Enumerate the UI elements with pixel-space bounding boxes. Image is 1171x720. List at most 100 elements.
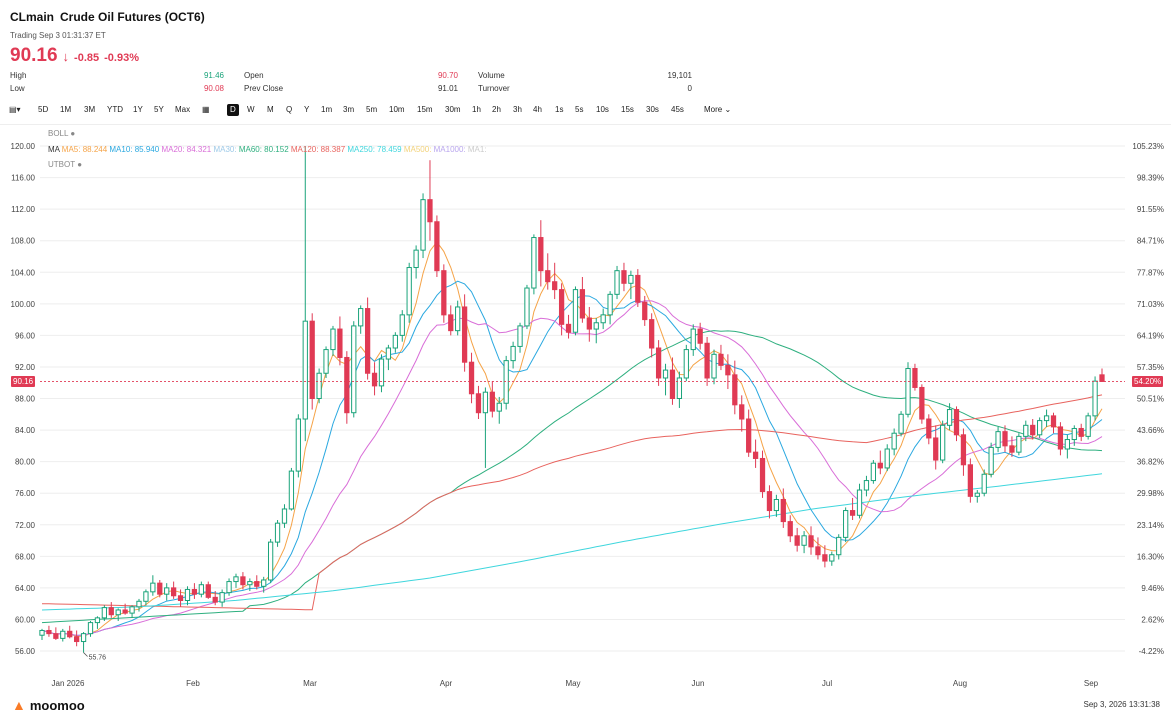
ma-legend-item-0[interactable]: MA5: 88.244 (61, 145, 110, 154)
ma-legend-item-7[interactable]: MA500: (403, 145, 434, 154)
ma-legend-item-1[interactable]: MA10: 85.940 (109, 145, 162, 154)
ma-legend-item-8[interactable]: MA1000: (433, 145, 468, 154)
period-30s[interactable]: 30s (646, 105, 659, 114)
ma-legend-item-9[interactable]: MA1: (467, 145, 487, 154)
period-15s[interactable]: 15s (621, 105, 634, 114)
series-line-ma10 (41, 280, 1103, 636)
y-tick-label-11: 76.00 (15, 489, 36, 498)
ma-legend-item-4[interactable]: MA60: 80.152 (238, 145, 291, 154)
range-1y[interactable]: 1Y (133, 105, 143, 114)
candle-body (752, 451, 759, 459)
period-30m[interactable]: 30m (445, 105, 461, 114)
candle-body (358, 308, 364, 327)
x-tick-label-8: Sep (1084, 679, 1099, 688)
symbol-code: CLmain (10, 10, 55, 24)
ma-legend-item-5[interactable]: MA120: 88.387 (290, 145, 348, 154)
period-5m[interactable]: 5m (366, 105, 378, 114)
boll-indicator[interactable]: BOLL ● (48, 129, 75, 138)
period-1h[interactable]: 1h (472, 105, 481, 114)
candle-body (191, 588, 198, 595)
eye-off-icon[interactable]: ● (70, 129, 76, 138)
range-1m[interactable]: 1M (60, 105, 72, 114)
range-5d[interactable]: 5D (38, 105, 49, 114)
series-line-ma60 (41, 330, 1103, 624)
candle-body (649, 319, 655, 349)
y-tick-label-8: 88.00 (15, 395, 36, 404)
ma-legend[interactable]: MA MA5: 88.244 MA10: 85.940 MA20: 84.321… (48, 145, 487, 154)
candle-body (538, 237, 544, 272)
period-2h[interactable]: 2h (492, 105, 501, 114)
chevron-down-icon: ⌄ (724, 105, 732, 114)
utbot-label: UTBOT (48, 160, 75, 169)
candle-body (1037, 420, 1043, 436)
candle-body (39, 629, 45, 636)
trading-status: Trading Sep 3 01:31:37 ET (10, 31, 106, 40)
period-w[interactable]: W (247, 105, 255, 114)
more-label: More (704, 105, 723, 114)
period-5s[interactable]: 5s (575, 105, 584, 114)
candle-body (621, 270, 627, 284)
candle-body (67, 630, 73, 638)
candle-body (94, 617, 101, 624)
range-max[interactable]: Max (175, 105, 191, 114)
candle-body (655, 347, 662, 379)
footer-timestamp: Sep 3, 2026 13:31:38 (1083, 700, 1160, 709)
stat-volume-label: Volume (478, 71, 505, 80)
candle-body (240, 576, 246, 586)
moomoo-logo-text: moomoo (29, 697, 85, 713)
pct-tick-label-3: 84.71% (1137, 237, 1164, 246)
candle-body (330, 328, 336, 351)
candle-body (829, 554, 835, 562)
candle-body (843, 510, 849, 538)
candle-body (600, 314, 606, 324)
range-5y[interactable]: 5Y (154, 105, 164, 114)
candle-body (60, 630, 66, 639)
ma-legend-item-6[interactable]: MA250: 78.459 (347, 145, 404, 154)
ma-legend-item-2[interactable]: MA20: 84.321 (161, 145, 214, 154)
candle-body (406, 267, 412, 316)
period-m[interactable]: M (267, 105, 274, 114)
candle-body (164, 587, 170, 595)
candle-body (344, 356, 350, 414)
candle-body (1023, 424, 1029, 437)
period-3h[interactable]: 3h (513, 105, 522, 114)
x-tick-label-6: Jul (822, 679, 832, 688)
ma-legend-item-3[interactable]: MA30: (213, 145, 239, 154)
period-10m[interactable]: 10m (389, 105, 405, 114)
stat-prevclose-label: Prev Close (244, 84, 284, 93)
more-menu[interactable]: More ⌄ (704, 104, 731, 116)
candle-body (926, 418, 932, 439)
period-1s[interactable]: 1s (555, 105, 564, 114)
period-q[interactable]: Q (286, 105, 293, 114)
chart-type-icon[interactable]: ▤▾ (9, 105, 21, 114)
period-y[interactable]: Y (304, 105, 310, 114)
candle-body (226, 581, 232, 594)
y-tick-label-16: 56.00 (15, 647, 36, 656)
candlestick-chart[interactable]: 120.00 116.00 112.00 108.00 104.00 100.00 96.0… (0, 125, 1171, 695)
moomoo-logo-icon: ▲ (12, 697, 26, 713)
pct-tick-label-6: 64.19% (1137, 331, 1164, 340)
candle-body (593, 322, 599, 330)
y-tick-label-13: 68.00 (15, 552, 36, 561)
calendar-icon[interactable]: ▦ (202, 105, 210, 114)
period-10s[interactable]: 10s (596, 105, 609, 114)
period-45s[interactable]: 45s (671, 105, 684, 114)
period-1m[interactable]: 1m (321, 105, 333, 114)
range-ytd[interactable]: YTD (107, 105, 123, 114)
candle-body (946, 409, 953, 426)
candle-body (884, 448, 890, 469)
utbot-indicator[interactable]: UTBOT ● (48, 160, 82, 169)
period-3m[interactable]: 3m (343, 105, 355, 114)
eye-off-icon[interactable]: ● (77, 160, 83, 169)
period-4h[interactable]: 4h (533, 105, 542, 114)
candle-body (586, 317, 592, 330)
candle-body (274, 522, 281, 543)
symbol-title: CLmain Crude Oil Futures (OCT6) (10, 10, 211, 24)
candle-body (1078, 427, 1084, 437)
period-d[interactable]: D (227, 104, 239, 116)
period-15m[interactable]: 15m (417, 105, 433, 114)
candle-body (150, 582, 156, 593)
range-3m[interactable]: 3M (84, 105, 96, 114)
candle-body (461, 306, 468, 363)
current-price-badge: 90.16 (11, 375, 36, 387)
